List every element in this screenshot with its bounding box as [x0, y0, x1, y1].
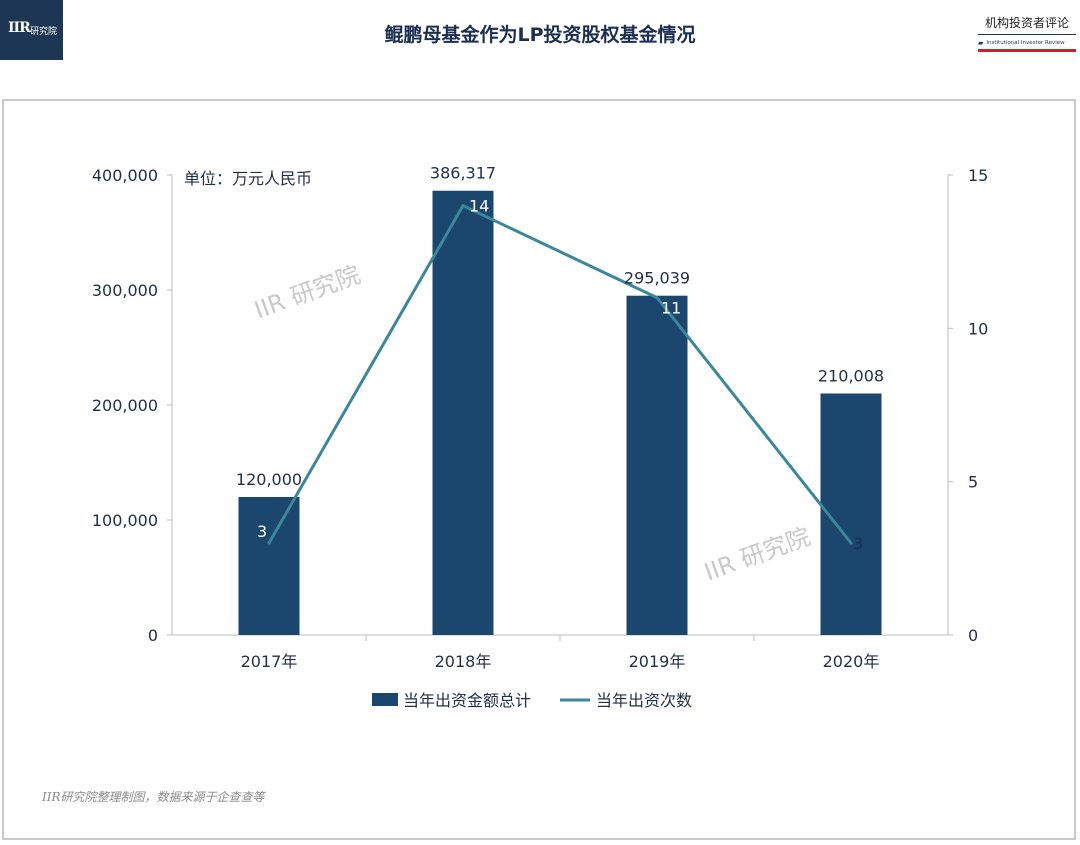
- brand-en-row: ▰ Institutional Investor Review: [978, 37, 1076, 48]
- bar-value-label: 386,317: [430, 164, 496, 183]
- line-point: [267, 541, 271, 545]
- legend-line-label: 当年出资次数: [596, 691, 692, 710]
- watermark-2: IIR 研究院: [701, 522, 814, 586]
- bar-value-label: 120,000: [236, 470, 302, 489]
- bar-value-label: 295,039: [624, 269, 690, 288]
- brand-logo: 机构投资者评论 ▰ Institutional Investor Review: [978, 14, 1076, 52]
- y-right-tick-label: 15: [968, 166, 988, 185]
- unit-note: 单位：万元人民币: [184, 169, 312, 188]
- chart-panel: [2, 99, 1076, 840]
- legend: 当年出资金额总计 当年出资次数: [372, 691, 692, 710]
- line-point: [461, 204, 465, 208]
- line-value-label: 3: [257, 522, 267, 541]
- bar: [432, 190, 494, 635]
- bar-series: [238, 190, 882, 635]
- legend-bar-swatch: [372, 693, 398, 706]
- y-left-tick-label: 100,000: [92, 511, 158, 530]
- bar: [626, 295, 688, 635]
- page-title: 鲲鹏母基金作为LP投资股权基金情况: [384, 24, 696, 46]
- brand-divider: [978, 34, 1076, 35]
- x-tick-label: 2017年: [241, 652, 298, 671]
- brand-name-cn: 机构投资者评论: [984, 16, 1069, 30]
- watermark-1: IIR 研究院: [251, 260, 364, 324]
- line-value-label: 11: [661, 299, 681, 318]
- y-right-tick-label: 10: [968, 319, 988, 338]
- y-left-tick-label: 400,000: [92, 166, 158, 185]
- line-value-label: 3: [853, 534, 863, 553]
- brand-name-en: Institutional Investor Review: [986, 39, 1065, 46]
- chart-axes: 0 100,000 200,000 300,000 400,000 0 5 10 15 2017年…: [92, 166, 989, 671]
- source-note: IIR研究院整理制图，数据来源于企查查等: [41, 790, 267, 804]
- line-point: [655, 296, 659, 300]
- line-value-label: 14: [469, 197, 489, 216]
- line-path: [267, 204, 853, 544]
- iir-logo-mark: IIR: [8, 20, 31, 36]
- y-right-tick-label: 5: [968, 473, 978, 492]
- x-tick-label: 2020年: [823, 652, 880, 671]
- brand-accent-bar: [978, 49, 1076, 52]
- y-right-tick-label: 0: [968, 626, 978, 645]
- x-tick-label: 2019年: [629, 652, 686, 671]
- data-labels: 120,000 386,317 295,039 210,008 3 14 11 3: [236, 164, 884, 553]
- bar: [820, 393, 882, 635]
- line-point: [849, 541, 853, 545]
- y-left-tick-label: 200,000: [92, 396, 158, 415]
- line-series: [267, 204, 853, 545]
- y-left-tick-label: 300,000: [92, 281, 158, 300]
- x-tick-label: 2018年: [435, 652, 492, 671]
- y-left-tick-label: 0: [148, 626, 158, 645]
- bar: [238, 497, 300, 635]
- bar-value-label: 210,008: [818, 366, 884, 385]
- legend-bar-label: 当年出资金额总计: [403, 691, 531, 710]
- iir-logo: IIR 研究院: [0, 0, 63, 60]
- brand-emblem-icon: ▰: [978, 38, 984, 47]
- iir-logo-sub: 研究院: [30, 27, 58, 37]
